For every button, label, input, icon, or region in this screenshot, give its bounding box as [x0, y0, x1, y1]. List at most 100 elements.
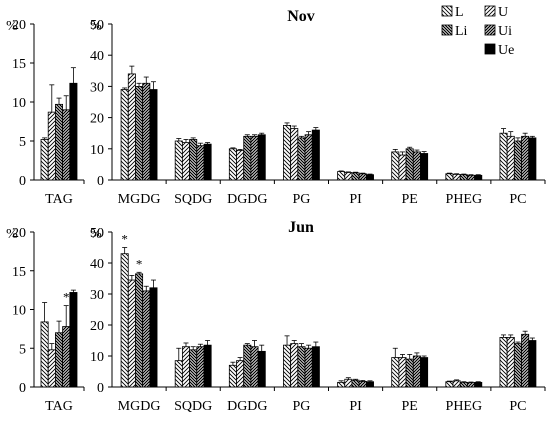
bar-l	[40, 139, 49, 181]
bar-ui	[304, 347, 313, 388]
y-tick-label: 10	[90, 350, 104, 365]
x-tick-label: DGDG	[227, 399, 267, 414]
bar-ue	[420, 357, 429, 388]
legend-swatch-li	[441, 24, 453, 36]
bar-ui	[412, 355, 421, 388]
significance-marker: *	[63, 290, 70, 305]
bar-l	[391, 357, 400, 388]
bar-u	[181, 142, 190, 181]
y-tick-label: 20	[12, 18, 26, 33]
bar-ue	[528, 137, 537, 181]
bar-l	[445, 173, 454, 181]
y-tick-label: 10	[90, 143, 104, 158]
bar-u	[290, 343, 299, 388]
bar-ue	[69, 292, 78, 388]
legend-label: L	[455, 5, 464, 20]
bar-l	[228, 148, 237, 181]
bar-l	[40, 321, 49, 388]
panel-nov-main: 0 10 20 30 40 50% Nov MGDG SQDG DGDG PG PI PE PHEG PC	[90, 8, 546, 207]
panel-jun-tag: 0 5 10 15 20% TAG *	[6, 226, 85, 414]
bar-ui	[467, 382, 476, 388]
bar-ue	[149, 287, 158, 388]
bar-ui	[521, 333, 530, 388]
legend-swatch-ue	[484, 43, 496, 55]
bar-ui	[142, 290, 151, 388]
bar-l	[337, 381, 346, 388]
bar-ue	[257, 134, 266, 181]
bar-li	[297, 346, 306, 388]
x-tick-label: MGDG	[118, 192, 161, 207]
bar-l	[120, 253, 129, 388]
x-tick-label: PC	[509, 399, 526, 414]
bar-u	[452, 173, 461, 181]
bar-ui	[62, 109, 71, 181]
bar-ue	[311, 129, 320, 181]
bar-li	[135, 273, 144, 388]
bar-u	[181, 346, 190, 388]
bar-u	[506, 135, 515, 181]
legend-label: Ui	[498, 24, 512, 39]
x-tick-label: SQDG	[174, 399, 212, 414]
y-axis-label: %	[90, 227, 102, 242]
bar-l	[499, 132, 508, 181]
y-tick-label: 50	[90, 18, 104, 33]
y-tick-label: 0	[19, 381, 26, 396]
bar-ue	[474, 174, 483, 181]
bar-u	[236, 149, 245, 181]
legend-label: Ue	[498, 43, 514, 58]
panel-title: Nov	[287, 8, 315, 25]
bar-ue	[420, 153, 429, 181]
bar-l	[499, 336, 508, 388]
panel-jun-main: 0 10 20 30 40 50% Jun MGDG SQDG DGDG PG PI PE PHEG PC *…	[90, 219, 546, 414]
legend-swatch-ui	[484, 24, 496, 36]
y-tick-label: 20	[90, 112, 104, 127]
bar-li	[459, 381, 468, 388]
y-tick-label: 0	[97, 174, 104, 189]
bar-u	[290, 128, 299, 181]
bar-u	[398, 357, 407, 388]
bar-li	[351, 379, 360, 388]
bar-l	[174, 360, 183, 388]
bar-ui	[304, 134, 313, 181]
legend-label: Li	[455, 24, 468, 39]
bar-u	[127, 279, 136, 388]
y-axis-label: %	[90, 19, 102, 34]
significance-marker: *	[136, 256, 143, 271]
y-tick-label: 10	[12, 304, 26, 319]
bar-u	[344, 172, 353, 181]
bar-ui	[412, 151, 421, 181]
bar-u	[398, 154, 407, 181]
y-tick-label: 50	[90, 226, 104, 241]
bar-l	[174, 140, 183, 181]
legend-swatch-l	[441, 5, 453, 17]
bar-ue	[69, 82, 78, 181]
bar-li	[135, 86, 144, 181]
bar-li	[243, 135, 252, 181]
y-tick-label: 0	[19, 174, 26, 189]
y-axis-label: %	[6, 227, 18, 242]
bar-ue	[474, 381, 483, 388]
bar-l	[283, 344, 292, 388]
bar-ue	[311, 346, 320, 388]
bar-l	[228, 364, 237, 388]
significance-marker: *	[121, 232, 128, 247]
bar-li	[459, 174, 468, 181]
bar-ue	[149, 89, 158, 181]
bar-ue	[203, 344, 212, 388]
y-tick-label: 15	[12, 57, 26, 72]
bar-u	[344, 378, 353, 388]
bar-li	[513, 140, 522, 181]
x-tick-label: PG	[292, 192, 310, 207]
bar-li	[55, 332, 64, 388]
x-tick-label: PI	[349, 399, 362, 414]
bar-u	[506, 336, 515, 388]
bar-l	[283, 125, 292, 181]
bar-ue	[203, 143, 212, 181]
x-tick-label: PE	[402, 192, 418, 207]
bar-li	[243, 344, 252, 388]
y-tick-label: 30	[90, 80, 104, 95]
bar-ui	[467, 174, 476, 181]
bar-u	[127, 73, 136, 181]
bar-li	[351, 172, 360, 181]
